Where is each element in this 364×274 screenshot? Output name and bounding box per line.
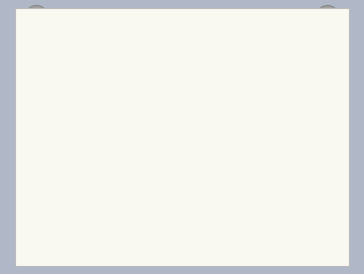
Circle shape — [153, 181, 164, 189]
Text: orbit: orbit — [248, 79, 280, 88]
Circle shape — [77, 134, 89, 142]
Text: o: o — [17, 26, 24, 36]
Text: 18 max in 4: 18 max in 4 — [224, 135, 283, 144]
Text: they are the
same as the
protons: they are the same as the protons — [25, 153, 90, 187]
Text: st: st — [245, 74, 253, 80]
Text: Next figure out how many e- are in sodium (look: Next figure out how many e- are in sodiu… — [27, 26, 309, 36]
Circle shape — [212, 80, 223, 89]
Text: Sodium has
11 electrons!!: Sodium has 11 electrons!! — [25, 90, 101, 112]
Circle shape — [179, 90, 190, 98]
Circle shape — [324, 9, 332, 15]
Circle shape — [202, 188, 213, 196]
Circle shape — [153, 107, 164, 115]
Circle shape — [139, 200, 151, 209]
Text: the orbits: the orbits — [27, 45, 87, 55]
Text: orbit: orbit — [248, 98, 280, 107]
Circle shape — [229, 149, 240, 157]
Text: P:11
N:12: P:11 N:12 — [147, 136, 170, 159]
Circle shape — [114, 94, 126, 102]
Circle shape — [32, 9, 40, 15]
Text: orbit: orbit — [250, 135, 282, 144]
Text: 8 max in 2: 8 max in 2 — [224, 98, 278, 107]
Text: rd: rd — [245, 111, 253, 117]
Circle shape — [27, 5, 46, 19]
Text: orbit: orbit — [248, 116, 280, 125]
Text: th: th — [247, 130, 256, 136]
Circle shape — [86, 172, 98, 181]
Circle shape — [318, 5, 337, 19]
Circle shape — [222, 119, 233, 128]
Text: Remember!!: Remember!! — [224, 60, 278, 69]
Text: nd: nd — [245, 93, 253, 99]
Text: at your periodic table). Place them in dots in: at your periodic table). Place them in d… — [27, 36, 303, 46]
Text: 8 max in 3: 8 max in 3 — [224, 116, 278, 125]
Text: 2 max in 1: 2 max in 1 — [224, 79, 278, 88]
Circle shape — [126, 123, 191, 173]
Text: www.sliderbase.com: www.sliderbase.com — [25, 254, 90, 259]
